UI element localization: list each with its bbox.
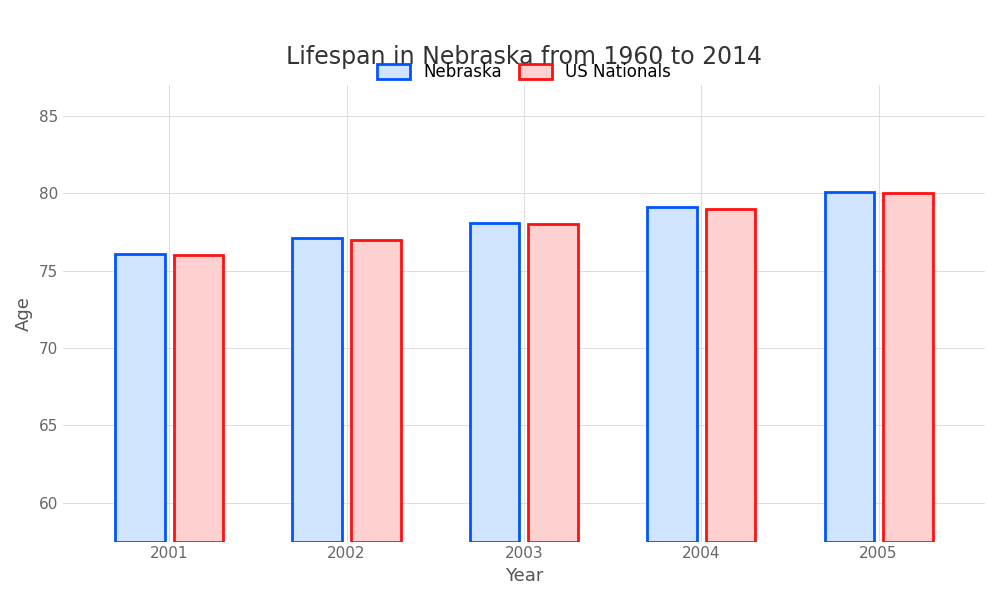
Bar	[528, 224, 578, 542]
Y-axis label: Age: Age	[15, 296, 33, 331]
Bar	[351, 239, 401, 542]
Title: Lifespan in Nebraska from 1960 to 2014: Lifespan in Nebraska from 1960 to 2014	[286, 45, 762, 69]
Bar	[292, 238, 342, 542]
Bar	[115, 254, 165, 542]
Bar	[470, 223, 519, 542]
Bar	[825, 191, 874, 542]
Legend: Nebraska, US Nationals: Nebraska, US Nationals	[370, 56, 678, 88]
Bar	[883, 193, 933, 542]
Bar	[647, 207, 697, 542]
X-axis label: Year: Year	[505, 567, 543, 585]
Bar	[706, 209, 755, 542]
Bar	[174, 255, 223, 542]
